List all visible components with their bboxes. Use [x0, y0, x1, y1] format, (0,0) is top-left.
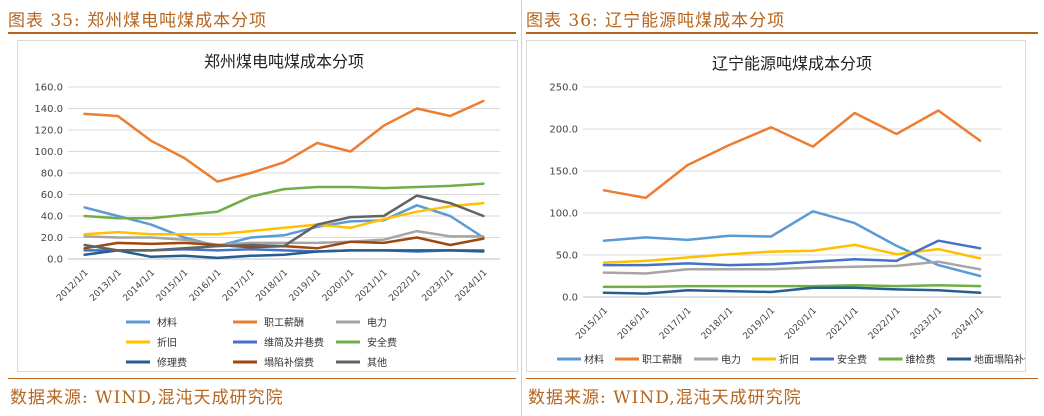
- right-chart: 辽宁能源吨煤成本分项 0.0 50.0 100.0 150.0 200.0 250.0 201…: [549, 54, 1044, 366]
- x-tick-label: 2022/1/1: [867, 306, 903, 342]
- panel-separator: [521, 0, 522, 416]
- series-line: [602, 260, 982, 275]
- x-tick-label: 2019/1/1: [742, 306, 778, 342]
- y-tick-label: 60.0: [41, 190, 63, 201]
- x-tick-label: 2015/1/1: [574, 306, 610, 342]
- legend-label: 职工薪酬: [642, 354, 682, 366]
- x-tick-label: 2017/1/1: [221, 268, 257, 304]
- y-tick-label: 0.0: [562, 293, 578, 304]
- legend-label: 维检费: [906, 353, 936, 366]
- series-line: [602, 239, 982, 267]
- y-tick-label: 160.0: [34, 83, 63, 94]
- legend-label: 安全费: [367, 336, 397, 349]
- chart-title: 郑州煤电吨煤成本分项: [204, 52, 364, 71]
- x-tick-label: 2017/1/1: [658, 306, 694, 342]
- y-tick-label: 80.0: [41, 169, 63, 180]
- x-tick-label: 2020/1/1: [321, 268, 357, 304]
- right-figure-title: 图表 36: 辽宁能源吨煤成本分项: [526, 11, 786, 31]
- x-tick-label: 2021/1/1: [825, 306, 861, 342]
- y-tick-label: 140.0: [34, 104, 63, 115]
- x-tick-label: 2019/1/1: [288, 268, 324, 304]
- series-line: [83, 201, 485, 236]
- series-line: [83, 194, 485, 252]
- right-source: 数据来源: WIND,混沌天成研究院: [528, 388, 802, 408]
- x-tick-label: 2022/1/1: [387, 268, 423, 304]
- legend-label: 安全费: [837, 353, 867, 366]
- legend-label: 其他: [367, 356, 387, 369]
- x-tick-label: 2016/1/1: [616, 306, 652, 342]
- series-line: [83, 229, 485, 247]
- legend-label: 材料: [157, 316, 177, 329]
- left-figure-title: 图表 35: 郑州煤电吨煤成本分项: [8, 11, 268, 31]
- right-chart-frame: 辽宁能源吨煤成本分项 0.0 50.0 100.0 150.0 200.0 250.0 201…: [526, 40, 1044, 372]
- legend-label: 地面塌陷补偿费: [974, 353, 1025, 366]
- series-line: [83, 204, 485, 248]
- left-chart-frame: 郑州煤电吨煤成本分项 0.0 20.0 40.0 60.0 80.0 100.0 120.0 1…: [17, 40, 518, 372]
- y-tick-label: 100.0: [549, 209, 578, 220]
- series-line: [602, 286, 982, 295]
- y-tick-label: 50.0: [556, 251, 578, 262]
- series-line: [83, 249, 485, 260]
- x-tick-label: 2015/1/1: [155, 268, 191, 304]
- y-tick-label: 100.0: [34, 147, 63, 158]
- y-tick-label: 120.0: [34, 126, 63, 137]
- series-line: [83, 182, 485, 220]
- legend-label: 修理费: [157, 356, 187, 369]
- legend-label: 折旧: [157, 336, 177, 349]
- right-title-rule: [526, 32, 1038, 34]
- x-tick-label: 2016/1/1: [188, 268, 224, 304]
- series-line: [602, 283, 982, 289]
- x-tick-label: 2013/1/1: [88, 268, 124, 304]
- x-tick-label: 2014/1/1: [122, 268, 158, 304]
- x-tick-label: 2018/1/1: [254, 268, 290, 304]
- series-line: [83, 99, 485, 183]
- x-tick-label: 2024/1/1: [951, 306, 987, 342]
- series-line: [602, 210, 982, 278]
- left-title-rule: [8, 32, 516, 34]
- x-tick-label: 2018/1/1: [700, 306, 736, 342]
- x-tick-label: 2021/1/1: [354, 268, 390, 304]
- legend-label: 折旧: [779, 353, 799, 366]
- left-source: 数据来源: WIND,混沌天成研究院: [10, 388, 284, 408]
- x-tick-label: 2023/1/1: [909, 306, 945, 342]
- y-tick-label: 0.0: [47, 255, 63, 266]
- legend-label: 电力: [367, 316, 387, 329]
- legend-label: 职工薪酬: [264, 317, 304, 329]
- legend-label: 维简及井巷费: [264, 336, 324, 349]
- legend-label: 材料: [584, 353, 604, 366]
- y-tick-label: 20.0: [41, 233, 63, 244]
- x-tick-label: 2023/1/1: [421, 268, 457, 304]
- y-tick-label: 40.0: [41, 212, 63, 223]
- y-tick-label: 150.0: [549, 167, 578, 178]
- right-source-rule: [526, 378, 1038, 379]
- y-tick-label: 250.0: [549, 83, 578, 94]
- legend-label: 塌陷补偿费: [264, 356, 314, 369]
- chart-title: 辽宁能源吨煤成本分项: [712, 54, 872, 73]
- x-tick-label: 2012/1/1: [55, 268, 91, 304]
- series-line: [602, 109, 982, 200]
- left-source-rule: [8, 378, 516, 379]
- left-chart: 郑州煤电吨煤成本分项 0.0 20.0 40.0 60.0 80.0 100.0 120.0 1…: [34, 52, 500, 369]
- y-tick-label: 200.0: [549, 125, 578, 136]
- legend-label: 电力: [721, 353, 741, 366]
- x-tick-label: 2024/1/1: [454, 268, 490, 304]
- x-tick-label: 2020/1/1: [783, 306, 819, 342]
